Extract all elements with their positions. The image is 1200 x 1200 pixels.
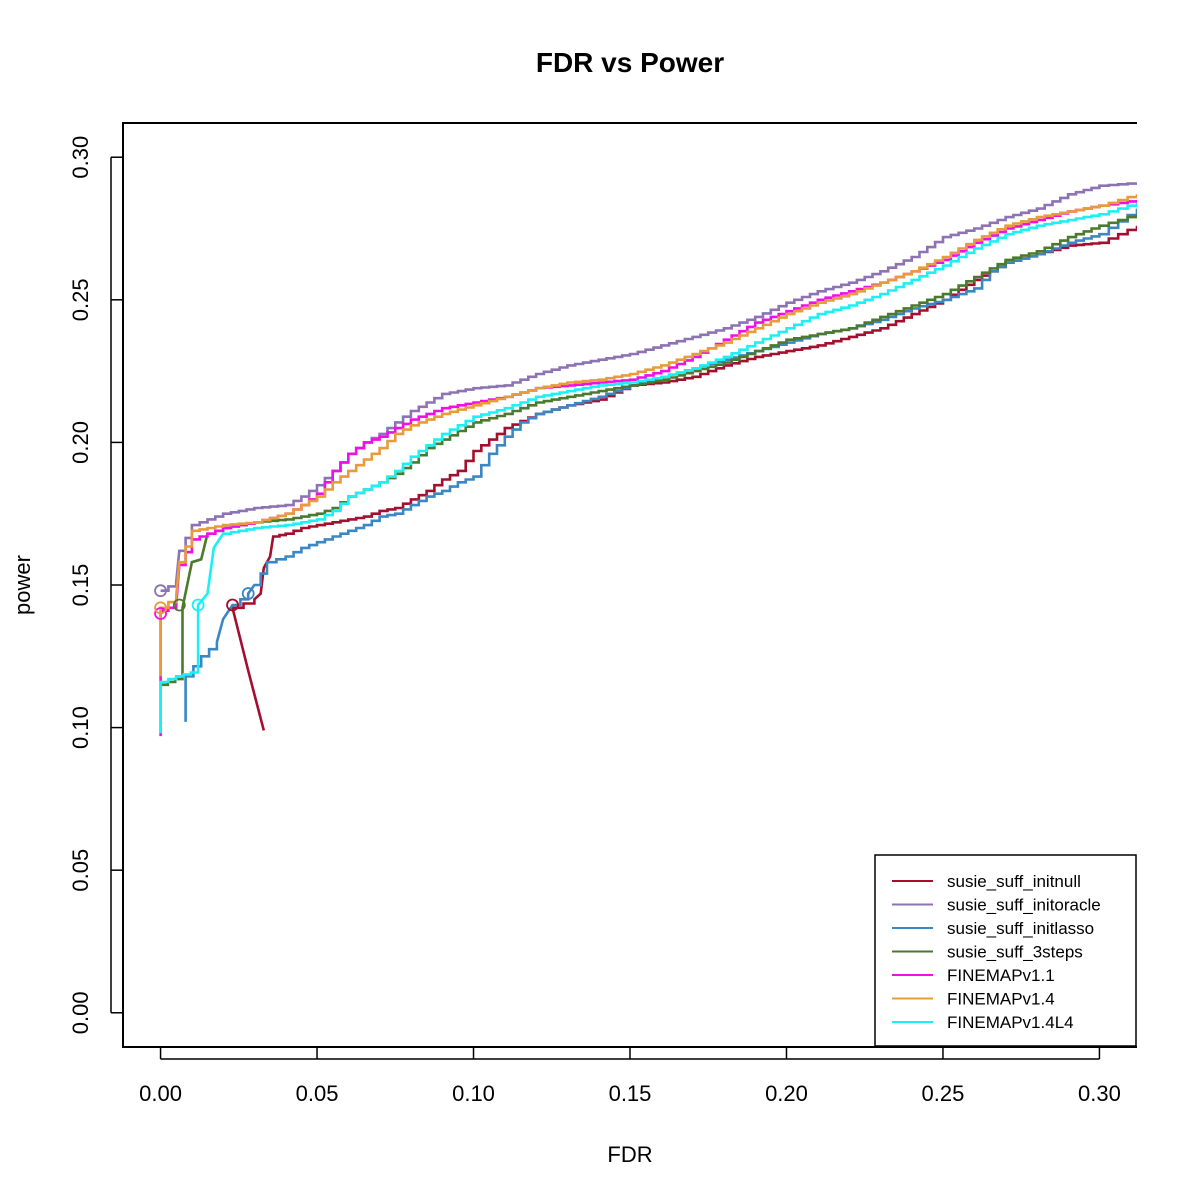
x-tick-label: 0.00 xyxy=(139,1081,182,1106)
x-tick-label: 0.15 xyxy=(609,1081,652,1106)
series-marker-5 xyxy=(154,601,167,615)
legend-label: FINEMAPv1.4L4 xyxy=(947,1013,1074,1032)
chart-title: FDR vs Power xyxy=(536,47,724,78)
y-tick-label: 0.05 xyxy=(68,849,93,892)
y-tick-label: 0.00 xyxy=(68,991,93,1034)
legend-label: FINEMAPv1.1 xyxy=(947,966,1055,985)
y-axis-label: power xyxy=(10,555,35,615)
y-tick-label: 0.15 xyxy=(68,564,93,607)
series-marker-2 xyxy=(241,587,255,600)
series-marker-1 xyxy=(154,584,167,598)
y-tick-label: 0.10 xyxy=(68,706,93,749)
legend-label: susie_suff_initlasso xyxy=(947,919,1094,938)
legend-label: FINEMAPv1.4 xyxy=(947,990,1055,1009)
series-marker-0 xyxy=(226,598,239,612)
legend-label: susie_suff_initnull xyxy=(947,872,1081,891)
x-tick-label: 0.25 xyxy=(922,1081,965,1106)
x-tick-label: 0.30 xyxy=(1078,1081,1121,1106)
series-line-3 xyxy=(160,214,1137,687)
x-tick-label: 0.20 xyxy=(765,1081,808,1106)
series-marker-6 xyxy=(191,598,205,612)
axes: 0.00 0.05 0.10 0.15 0.20 0.25 0.30 0.00 0.05 0.10… xyxy=(68,122,1137,1106)
y-tick-label: 0.20 xyxy=(68,421,93,464)
series-line-5 xyxy=(159,194,1137,677)
series-group xyxy=(159,182,1137,737)
legend: susie_suff_initnull susie_suff_initoracle… xyxy=(874,854,1137,1047)
y-tick-label: 0.25 xyxy=(68,278,93,321)
x-tick-label: 0.05 xyxy=(296,1081,339,1106)
x-tick-label: 0.10 xyxy=(452,1081,495,1106)
series-line-0 xyxy=(230,225,1137,731)
series-line-6 xyxy=(159,202,1137,734)
series-marker-4 xyxy=(154,607,167,620)
series-line-2 xyxy=(184,208,1137,722)
series-marker-3 xyxy=(172,598,186,612)
plot-area xyxy=(154,182,1137,737)
legend-label: susie_suff_initoracle xyxy=(947,896,1101,915)
y-tick-label: 0.30 xyxy=(68,136,93,179)
series-line-1 xyxy=(160,182,1137,592)
x-axis-label: FDR xyxy=(607,1142,652,1167)
legend-label: susie_suff_3steps xyxy=(947,943,1083,962)
